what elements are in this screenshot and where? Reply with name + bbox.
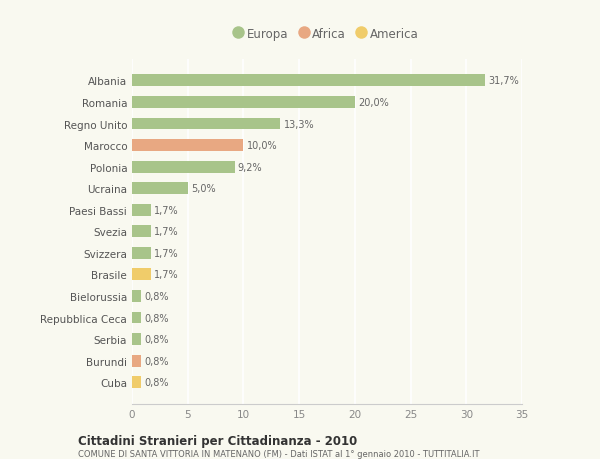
Text: 1,7%: 1,7%	[154, 248, 179, 258]
Legend: Europa, Africa, America: Europa, Africa, America	[232, 24, 422, 44]
Text: 31,7%: 31,7%	[488, 76, 520, 86]
Text: Cittadini Stranieri per Cittadinanza - 2010: Cittadini Stranieri per Cittadinanza - 2…	[78, 434, 357, 447]
Text: 1,7%: 1,7%	[154, 227, 179, 237]
Bar	[132, 355, 141, 367]
Bar	[132, 140, 244, 151]
Bar	[132, 247, 151, 259]
Bar	[132, 333, 141, 345]
Text: 13,3%: 13,3%	[284, 119, 314, 129]
Text: 0,8%: 0,8%	[144, 377, 169, 387]
Bar	[132, 75, 485, 87]
Bar	[132, 376, 141, 388]
Text: 0,8%: 0,8%	[144, 356, 169, 366]
Bar	[132, 183, 188, 195]
Bar	[132, 269, 151, 281]
Bar	[132, 97, 355, 109]
Text: 0,8%: 0,8%	[144, 334, 169, 344]
Bar	[132, 291, 141, 302]
Bar	[132, 312, 141, 324]
Text: 5,0%: 5,0%	[191, 184, 215, 194]
Bar	[132, 162, 235, 173]
Text: 1,7%: 1,7%	[154, 270, 179, 280]
Text: 0,8%: 0,8%	[144, 291, 169, 301]
Text: 0,8%: 0,8%	[144, 313, 169, 323]
Text: COMUNE DI SANTA VITTORIA IN MATENANO (FM) - Dati ISTAT al 1° gennaio 2010 - TUTT: COMUNE DI SANTA VITTORIA IN MATENANO (FM…	[78, 449, 479, 458]
Bar	[132, 204, 151, 216]
Bar	[132, 118, 280, 130]
Text: 1,7%: 1,7%	[154, 205, 179, 215]
Text: 10,0%: 10,0%	[247, 141, 277, 151]
Text: 20,0%: 20,0%	[358, 98, 389, 108]
Text: 9,2%: 9,2%	[238, 162, 262, 172]
Bar	[132, 226, 151, 238]
